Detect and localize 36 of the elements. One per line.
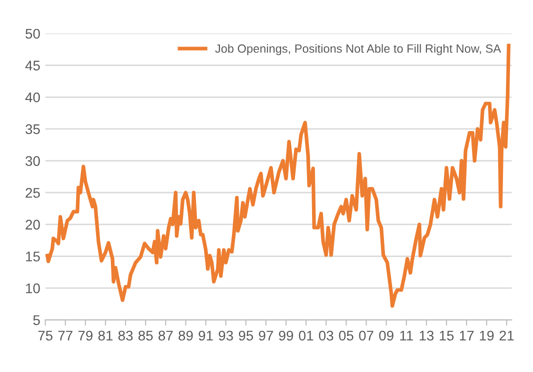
x-tick-label: 09	[379, 330, 394, 341]
x-tick-label: 79	[78, 330, 92, 341]
legend-label: Job Openings, Positions Not Able to Fill Right Now, SA	[215, 44, 502, 56]
x-tick-label: 75	[38, 330, 52, 341]
x-tick-label: 07	[359, 330, 374, 341]
x-tick-label: 77	[58, 330, 72, 340]
y-tick-label: 45	[25, 60, 40, 70]
y-tick-label: 35	[26, 124, 40, 134]
y-tick-label: 25	[26, 188, 40, 198]
y-tick-label: 20	[26, 220, 40, 230]
x-tick-label: 19	[480, 330, 494, 341]
y-tick-label: 30	[26, 156, 40, 166]
line-series	[46, 44, 510, 308]
x-tick-label: 05	[339, 330, 354, 341]
x-tick-label: 01	[298, 330, 314, 341]
x-tick-label: 87	[158, 330, 173, 341]
x-tick-label: 99	[278, 330, 294, 341]
y-tick-label: 50	[26, 28, 40, 39]
x-tick-label: 97	[258, 330, 273, 341]
x-tick-label: 21	[500, 330, 514, 340]
y-tick-label: 40	[25, 92, 40, 102]
x-tick-label: 83	[118, 330, 133, 341]
x-tick-label: 17	[460, 330, 474, 340]
x-tick-label: 93	[218, 330, 233, 341]
x-tick-label: 91	[198, 330, 213, 341]
y-tick-label: 10	[26, 283, 40, 294]
y-tick-label: 5	[33, 315, 40, 326]
y-tick-label: 15	[26, 252, 40, 262]
x-tick-label: 13	[420, 330, 434, 341]
x-tick-label: 89	[178, 330, 193, 341]
x-tick-label: 03	[318, 330, 334, 341]
x-tick-label: 15	[440, 330, 454, 341]
x-tick-label: 95	[238, 330, 254, 341]
x-tick-label: 81	[98, 330, 113, 341]
x-tick-label: 85	[138, 330, 153, 341]
x-tick-label: 11	[400, 330, 413, 340]
